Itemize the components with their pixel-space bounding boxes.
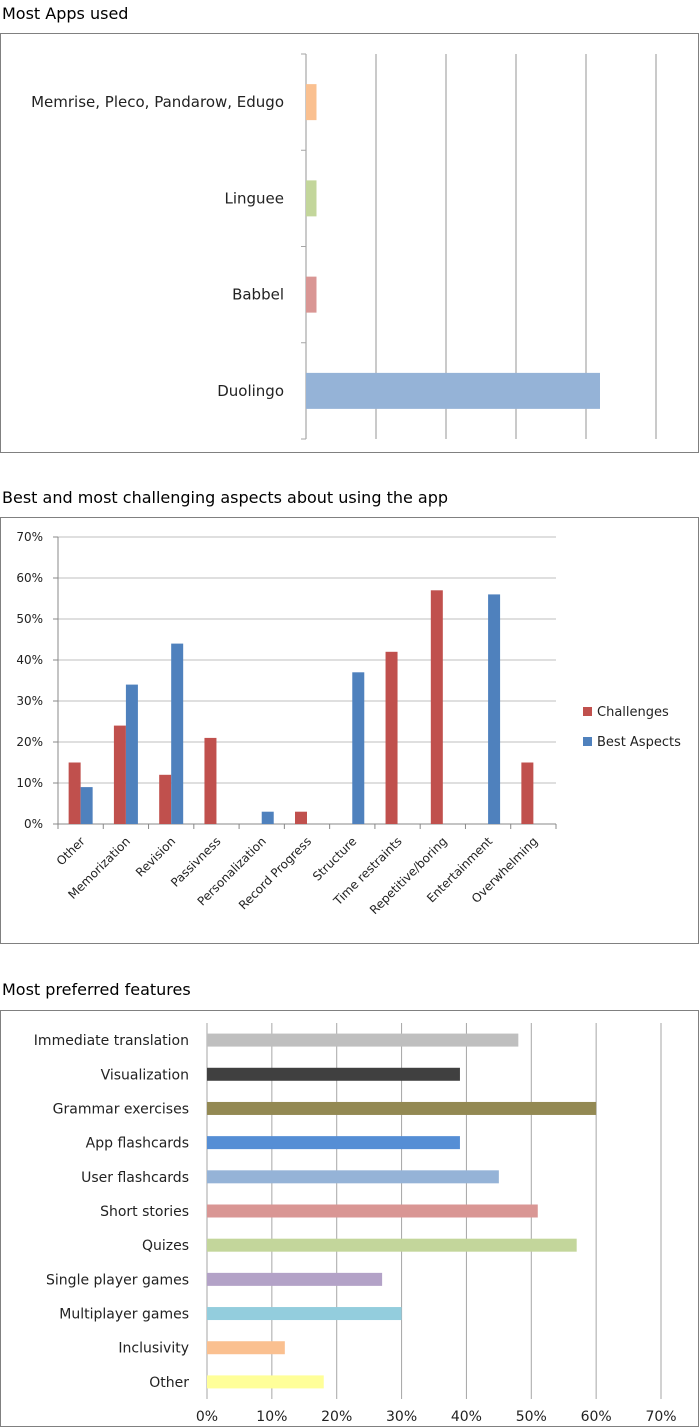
chart3-bar [207, 1101, 597, 1115]
chart1-category-label: Linguee [224, 189, 284, 207]
chart2-bar [352, 672, 365, 824]
chart1-category-label: Memrise, Pleco, Pandarow, Edugo [31, 93, 284, 111]
chart2-ytick-label: 30% [16, 694, 43, 708]
chart3-category-label: Visualization [101, 1067, 189, 1083]
chart3-plot: 0% 10% 20% 30% 40% 50% 60% 70% Immediate transla… [34, 1023, 677, 1425]
chart3-xtick-label: 70% [645, 1409, 676, 1425]
chart3-category-label: Inclusivity [118, 1341, 189, 1357]
chart2-bar [521, 762, 534, 824]
chart3-bar [207, 1341, 285, 1355]
chart3-bar [207, 1375, 324, 1389]
chart3-category-label: Short stories [100, 1204, 189, 1220]
chart1-bar [306, 276, 317, 313]
chart3-bar [207, 1272, 383, 1286]
chart2-legend-swatch [583, 707, 592, 716]
chart3-category-label: Immediate translation [34, 1033, 189, 1049]
chart3-xtick-label: 40% [451, 1409, 482, 1425]
chart2-title: Best and most challenging aspects about … [2, 488, 449, 507]
chart3-category-label: Grammar exercises [53, 1101, 189, 1117]
chart2-bar [385, 651, 398, 824]
chart2-bar [80, 787, 93, 824]
chart3-xtick-label: 30% [386, 1409, 417, 1425]
chart2-ytick-label: 70% [16, 530, 43, 544]
chart1-plot: 0%20%40%60%80%100%Memrise, Pleco, Pandar… [31, 53, 657, 440]
chart2-ytick-label: 0% [24, 817, 43, 831]
chart3-bar [207, 1307, 402, 1321]
chart3-container: 0% 10% 20% 30% 40% 50% 60% 70% Immediate transla… [0, 1010, 699, 1427]
chart3-category-label: Quizes [142, 1238, 189, 1254]
chart3-xtick-label: 0% [196, 1409, 218, 1425]
chart1-category-label: Duolingo [217, 382, 284, 400]
chart3-xtick-label: 10% [256, 1409, 287, 1425]
chart2-container: 0% 10% 20% 30% 40% 50% 60% 70% Other Memorization… [0, 517, 699, 944]
chart3-bar [207, 1170, 499, 1184]
chart1-bar [306, 180, 317, 217]
chart2-category-label: Revision [133, 834, 178, 879]
chart3-category-label: App flashcards [86, 1136, 189, 1152]
chart3-category-label: Other [149, 1375, 189, 1391]
chart2-bar [261, 811, 274, 824]
chart3-bar [207, 1136, 460, 1150]
chart3-category-label: User flashcards [81, 1170, 189, 1186]
chart2-ytick-label: 50% [16, 612, 43, 626]
chart2-bar [68, 762, 81, 824]
chart3-bar [207, 1033, 519, 1047]
chart2-category-label: Other [54, 834, 88, 868]
chart2-bar [159, 774, 172, 824]
chart2-ytick-label: 10% [16, 776, 43, 790]
chart2-ytick-label: 60% [16, 571, 43, 585]
chart3-bar [207, 1204, 538, 1218]
chart3-xtick-label: 60% [581, 1409, 612, 1425]
chart2-bar [430, 590, 443, 824]
chart3-category-label: Multiplayer games [59, 1307, 189, 1323]
chart1-bar [306, 372, 600, 409]
chart2-bar [113, 725, 126, 824]
chart3-xtick-label: 20% [321, 1409, 352, 1425]
chart2-bar [295, 811, 307, 824]
chart2-ytick-label: 20% [16, 735, 43, 749]
chart2-legend-label: Challenges [597, 705, 669, 720]
chart1-bar [306, 84, 317, 121]
chart2-ytick-label: 40% [16, 653, 43, 667]
chart2-bar [171, 643, 184, 824]
chart1-title: Most Apps used [2, 4, 129, 23]
chart3-category-label: Single player games [46, 1272, 189, 1288]
chart2-legend-label: Best Aspects [597, 735, 681, 750]
chart2-plot: 0%10%20%30%40%50%60%70%OtherMemorization… [16, 530, 681, 917]
chart2-bar [204, 737, 217, 824]
chart3-title: Most preferred features [2, 980, 191, 999]
chart1-container: 0%20%40%60%80%100%Memrise, Pleco, Pandar… [0, 33, 699, 453]
chart1-category-label: Babbel [232, 286, 284, 304]
chart2-category-label: Repetitive/boring [367, 834, 450, 917]
chart2-bar [488, 594, 501, 824]
chart3-xtick-label: 50% [516, 1409, 547, 1425]
chart3-bar [207, 1238, 577, 1252]
chart2-bar [125, 684, 138, 824]
chart2-legend-swatch [583, 737, 592, 746]
chart3-bar [207, 1067, 460, 1081]
